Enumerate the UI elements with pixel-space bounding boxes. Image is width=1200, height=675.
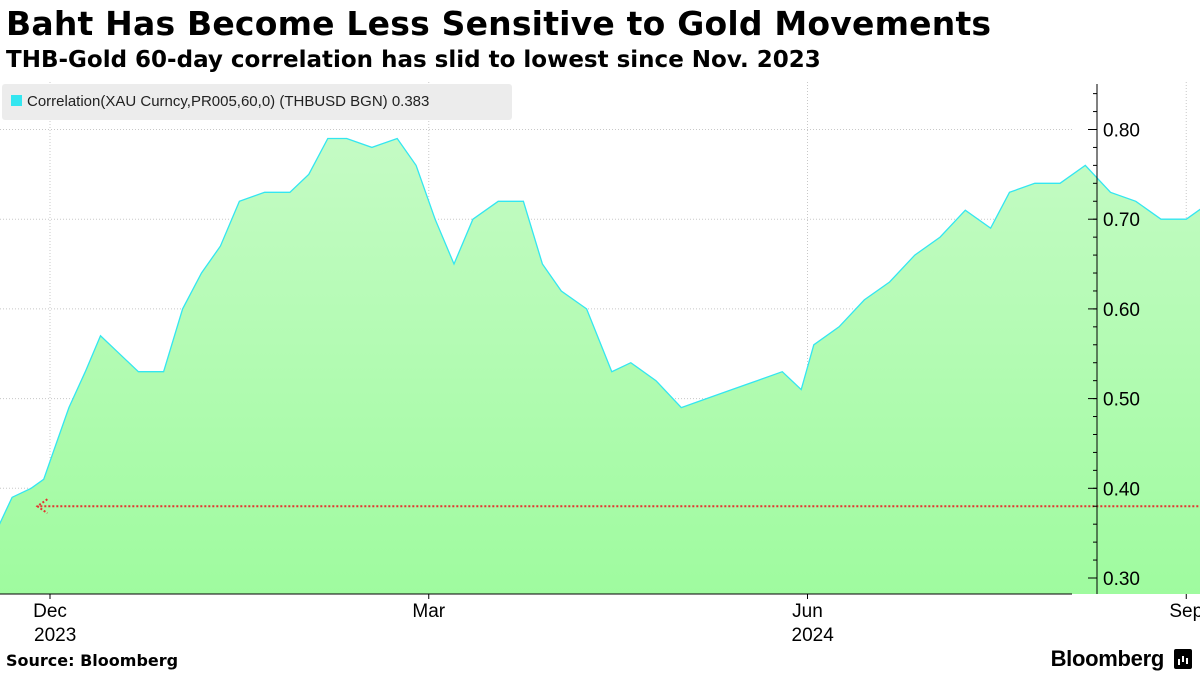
data-point [705, 397, 708, 400]
chart-subtitle: THB-Gold 60-day correlation has slid to … [6, 47, 821, 73]
data-point [84, 370, 87, 373]
data-point [1008, 191, 1011, 194]
x-tick-label: Dec [33, 601, 67, 622]
x-year-label: 2024 [792, 625, 835, 646]
data-point [756, 379, 759, 382]
data-point [200, 272, 203, 275]
data-point [67, 406, 70, 409]
y-tick-label: 0.80 [1103, 121, 1140, 142]
annotation-arrow [35, 498, 1200, 515]
data-point [55, 442, 58, 445]
data-point [288, 191, 291, 194]
data-point [497, 200, 500, 203]
data-point [1059, 182, 1062, 185]
bloomberg-chart-icon [1174, 649, 1192, 669]
data-point [415, 164, 418, 167]
x-year-label: 2023 [34, 625, 76, 646]
data-point [913, 254, 916, 257]
data-point [99, 334, 102, 337]
data-point [541, 263, 544, 266]
data-point [396, 137, 399, 140]
data-point [137, 370, 140, 373]
y-tick-label: 0.60 [1103, 300, 1140, 321]
data-point [238, 200, 241, 203]
data-point [730, 388, 733, 391]
data-point [219, 245, 222, 248]
y-axis: 0.30 0.40 0.50 0.60 0.70 0.80 [1088, 93, 1140, 590]
data-point [42, 478, 45, 481]
data-point [838, 325, 841, 328]
data-point [800, 388, 803, 391]
data-point [1160, 218, 1163, 221]
data-point [307, 173, 310, 176]
data-point [11, 496, 14, 499]
x-tick-label: Mar [412, 601, 445, 622]
legend: Correlation(XAU Curncy,PR005,60,0) (THBU… [2, 84, 512, 120]
data-point [118, 352, 121, 355]
data-point [863, 298, 866, 301]
data-point [453, 263, 456, 266]
x-tick-label: Jun [792, 601, 823, 622]
data-point [939, 236, 942, 239]
source-note: Source: Bloomberg [6, 651, 179, 670]
y-tick-label: 0.30 [1103, 569, 1140, 590]
data-point [1084, 164, 1087, 167]
data-point [585, 307, 588, 310]
data-point [345, 137, 348, 140]
data-point [629, 361, 632, 364]
data-point [888, 281, 891, 284]
correlation-area [0, 138, 1200, 594]
chart-title: Baht Has Become Less Sensitive to Gold M… [6, 4, 992, 43]
legend-swatch-icon [11, 95, 22, 106]
y-tick-label: 0.70 [1103, 210, 1140, 231]
y-tick-label: 0.50 [1103, 390, 1140, 411]
data-point [1185, 218, 1188, 221]
x-tick-label: Sep [1169, 601, 1200, 622]
data-point [1033, 182, 1036, 185]
data-point [560, 290, 563, 293]
data-point [471, 218, 474, 221]
legend-label: Correlation(XAU Curncy,PR005,60,0) (THBU… [27, 93, 429, 110]
arrow-head-icon [35, 498, 48, 515]
x-axis: Dec2023MarJun2024SepDecMarJun2025SepDec [0, 593, 1200, 646]
data-point [162, 370, 165, 373]
data-point [522, 200, 525, 203]
data-point [326, 137, 329, 140]
data-point [655, 379, 658, 382]
data-point [781, 370, 784, 373]
data-point [812, 343, 815, 346]
data-point [1134, 200, 1137, 203]
data-point [989, 227, 992, 230]
data-point [680, 406, 683, 409]
legend-background [2, 84, 512, 120]
y-tick-label: 0.40 [1103, 479, 1140, 500]
data-point [181, 307, 184, 310]
data-point [610, 370, 613, 373]
data-point [30, 487, 33, 490]
data-point [263, 191, 266, 194]
data-point [370, 146, 373, 149]
data-point [964, 209, 967, 212]
correlation-line [0, 137, 1200, 525]
data-point [434, 218, 437, 221]
data-point [1109, 191, 1112, 194]
bloomberg-logo: Bloomberg [1050, 646, 1165, 671]
